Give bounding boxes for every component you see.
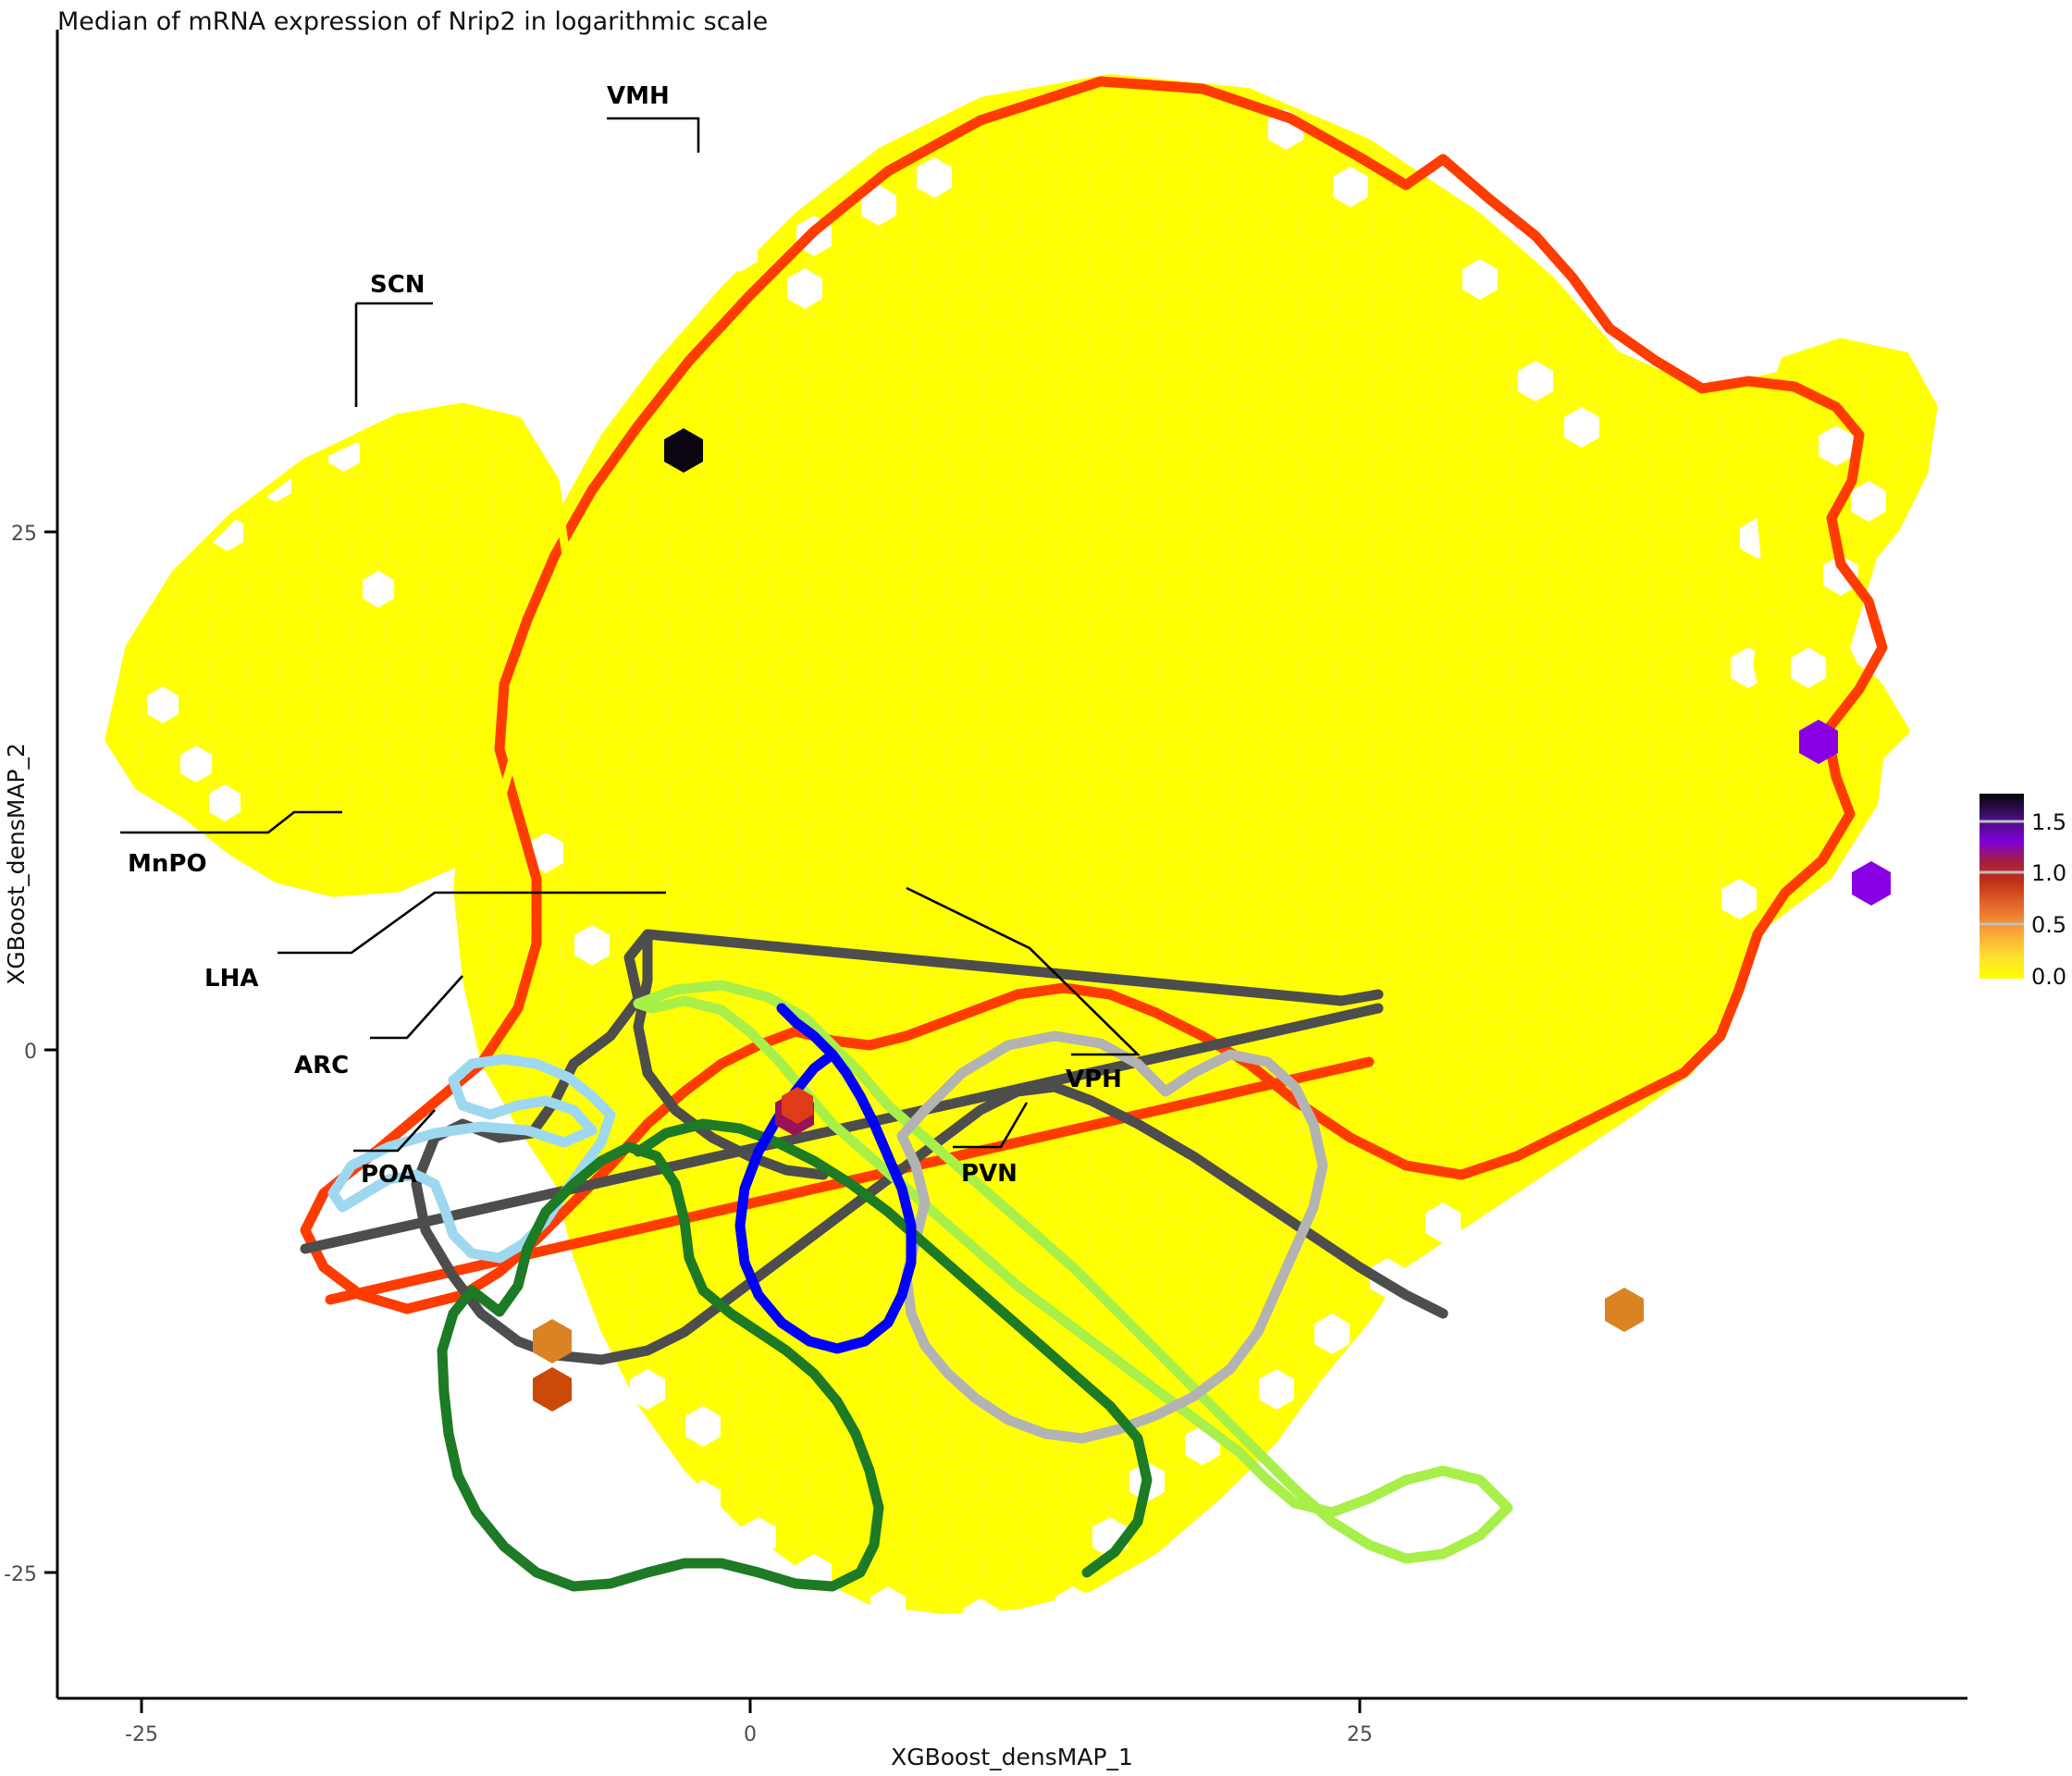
contour-vmh [300, 76, 1888, 1314]
colorbar: 1.5 1.0 0.5 0.0 [1980, 794, 2066, 990]
y-ticklabel-2: -25 [4, 1563, 37, 1586]
region-label-arc: ARC [294, 1052, 349, 1079]
region-label-vph: VPH [1066, 1066, 1122, 1093]
bin-purple-2 [1852, 861, 1891, 906]
highlighted-bins [533, 428, 1891, 1412]
contour-vph [896, 1030, 1328, 1444]
bin-orange-2 [533, 1367, 572, 1412]
region-label-vmh: VMH [607, 82, 670, 110]
contour-mnpo [327, 1054, 616, 1264]
bin-black [664, 428, 703, 473]
region-label-lha: LHA [204, 965, 258, 993]
page-title: Median of mRNA expression of Nrip2 in lo… [57, 7, 769, 36]
y-ticklabel-1: 0 [24, 1041, 37, 1064]
leader-scn [354, 302, 433, 407]
bin-orange-1 [533, 1319, 572, 1363]
x-ticklabel-2: 25 [1347, 1723, 1373, 1746]
contour-scn [105, 402, 574, 897]
colorbar-gradient [1980, 794, 2024, 979]
leader-mnpo [120, 810, 342, 834]
bin-purple-1 [1799, 720, 1838, 764]
hexbin-layer [105, 74, 1938, 1639]
colorbar-label-1: 1.0 [2031, 860, 2066, 886]
leader-pvn [953, 1102, 1029, 1149]
x-ticklabel-1: 0 [744, 1723, 757, 1746]
y-axis-title: XGBoost_densMAP_2 [3, 743, 30, 985]
contour-pvn [633, 980, 1513, 1564]
leader-arc [370, 975, 463, 1040]
bin-orange-3 [1605, 1288, 1644, 1332]
leader-poa [353, 1109, 436, 1153]
region-annotations: VMH SCN MnPO LHA ARC POA PVN VPH [120, 82, 1141, 1189]
leader-vmh [607, 117, 700, 153]
region-label-mnpo: MnPO [128, 850, 207, 878]
region-label-scn: SCN [370, 271, 426, 299]
leader-vph [906, 886, 1141, 1056]
region-label-pvn: PVN [961, 1160, 1018, 1188]
leader-lha [278, 891, 666, 955]
region-label-poa: POA [361, 1161, 417, 1189]
colorbar-label-3: 0.0 [2031, 964, 2066, 990]
y-ticklabel-0: 25 [11, 523, 37, 546]
colorbar-label-2: 0.5 [2031, 912, 2066, 938]
contour-blue-arm [776, 1003, 838, 1060]
contour-blue [734, 1049, 917, 1354]
axes-frame: 25 0 -25 -25 0 25 XGBoost_densMAP_1 XGBo… [3, 30, 1967, 1770]
bin-red [782, 1087, 813, 1124]
contour-arc [633, 1118, 1153, 1578]
x-ticklabel-0: -25 [125, 1723, 158, 1746]
colorbar-label-0: 1.5 [2031, 809, 2066, 835]
x-axis-title: XGBoost_densMAP_1 [891, 1744, 1133, 1770]
